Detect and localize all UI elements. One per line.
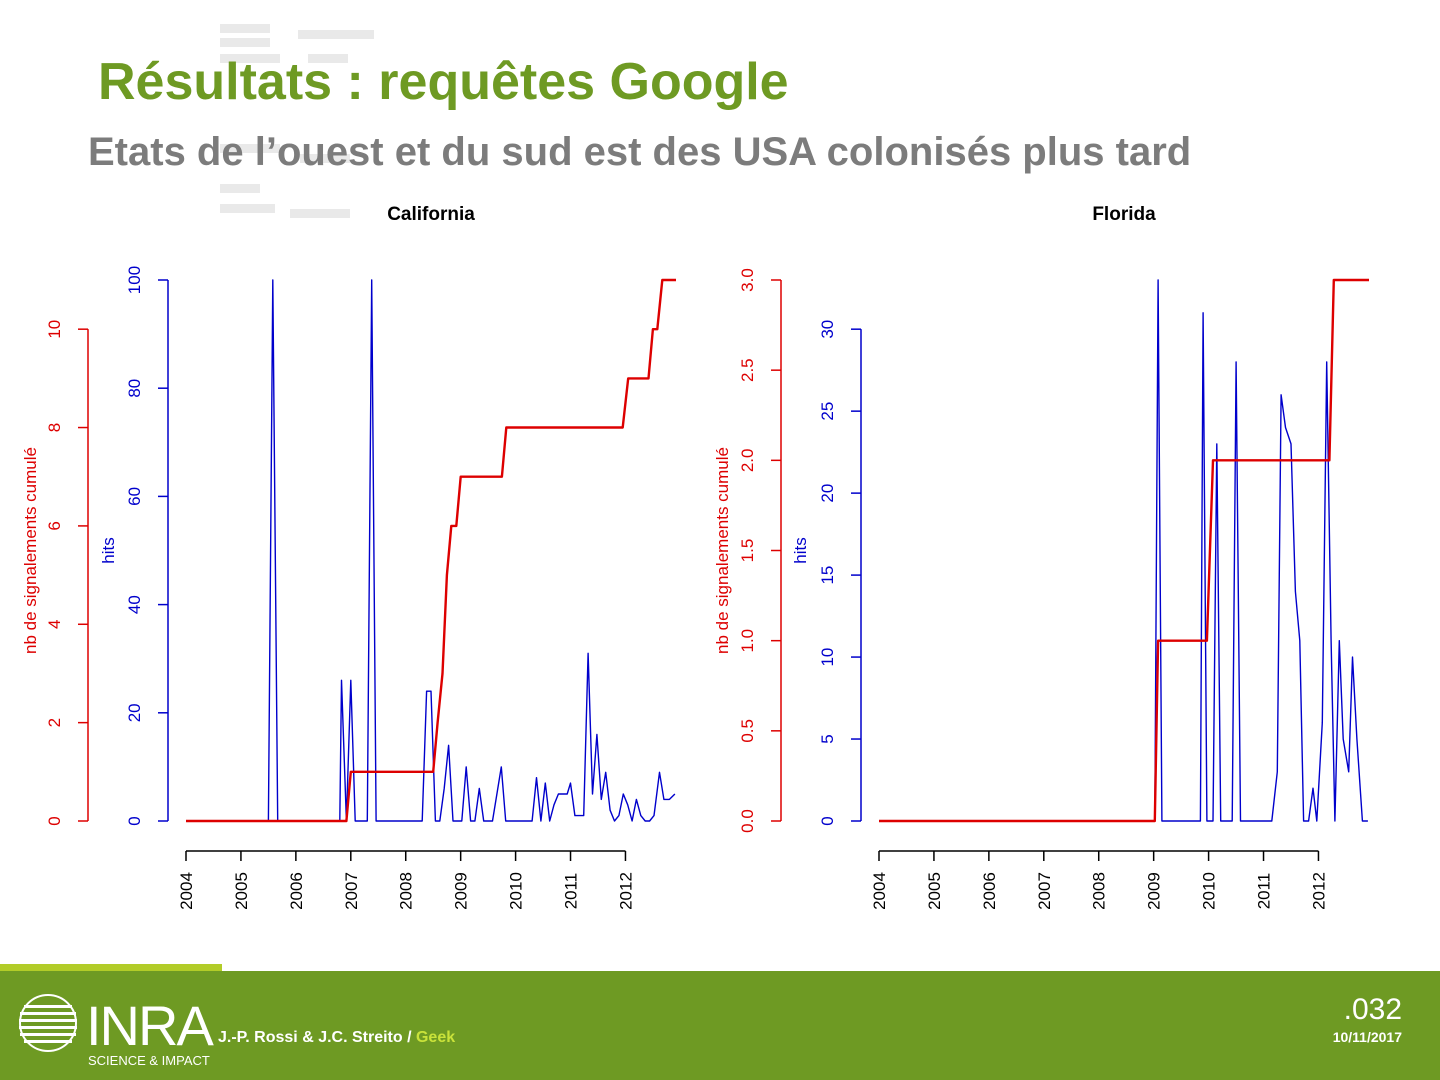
y-right-tick-label: 0 [818, 816, 837, 825]
x-tick-label: 2007 [342, 872, 361, 910]
author-tag: Geek [415, 1029, 456, 1046]
y-right-tick-label: 10 [818, 648, 837, 667]
series-line-cumul [879, 278, 1369, 823]
chart-florida: Florida 0.0 0.5 1.0 1.5 2.0 2.5 3.0 nb de signal… [713, 204, 1369, 910]
footer-accent-bar [0, 964, 222, 972]
y-left-axis-label: nb de signalements cumulé [21, 447, 40, 654]
y-left-tick-label: 2.5 [738, 358, 757, 382]
series-line-hits [879, 279, 1368, 822]
slide-title: Résultats : requêtes Google [98, 53, 789, 111]
y-right-tick-label: 20 [125, 703, 144, 722]
y-left-tick-label: 1.5 [738, 539, 757, 563]
x-tick-label: 2008 [397, 872, 416, 910]
y-right-tick-label: 5 [818, 734, 837, 743]
y-right-tick-label: 40 [125, 595, 144, 614]
chart-title: California [387, 204, 475, 225]
slide-date: 10/11/2017 [1332, 1029, 1402, 1045]
y-right-tick-label: 25 [818, 402, 837, 421]
chart-title: Florida [1092, 204, 1156, 225]
x-tick-label: 2009 [1145, 872, 1164, 910]
y-right-tick-label: 15 [818, 566, 837, 585]
inra-logo-icon [19, 994, 77, 1052]
logo-tagline: SCIENCE & IMPACT [88, 1053, 210, 1068]
y-right-tick-label: 20 [818, 484, 837, 503]
series-line-cumul [186, 278, 676, 823]
y-left-tick-label: 10 [45, 320, 64, 339]
y-right-axis-label: hits [99, 537, 118, 563]
y-left-tick-label: 2.0 [738, 449, 757, 473]
x-tick-label: 2004 [177, 872, 196, 910]
x-tick-label: 2007 [1035, 872, 1054, 910]
y-left-tick-label: 0.0 [738, 809, 757, 833]
y-left-tick-label: 4 [45, 620, 64, 629]
inra-logo: INRA SCIENCE & IMPACT [16, 993, 214, 1071]
y-left-tick-label: 0 [45, 816, 64, 825]
y-right-tick-label: 100 [125, 266, 144, 294]
footer-bar: INRA SCIENCE & IMPACT J.-P. Rossi & J.C.… [0, 971, 1440, 1080]
x-tick-label: 2006 [287, 872, 306, 910]
x-tick-label: 2010 [1200, 872, 1219, 910]
y-left-tick-label: 0.5 [738, 719, 757, 743]
x-tick-label: 2008 [1090, 872, 1109, 910]
y-left-tick-label: 6 [45, 521, 64, 530]
y-right-tick-label: 60 [125, 487, 144, 506]
chart-california: California 0 2 4 6 8 10 nb de signalements cumu… [21, 204, 676, 910]
series-line-hits [186, 279, 676, 822]
author-credit: J.-P. Rossi & J.C. Streito / Geek [218, 1029, 455, 1047]
x-tick-label: 2005 [925, 872, 944, 910]
decorative-stripes [220, 24, 390, 224]
y-right-axis-label: hits [791, 537, 810, 563]
y-left-axis-label: nb de signalements cumulé [713, 447, 732, 654]
author-names: J.-P. Rossi & J.C. Streito / [218, 1029, 416, 1046]
logo-wordmark: INRA [86, 994, 214, 1057]
slide-number: .032 [1343, 993, 1402, 1026]
x-tick-label: 2012 [1309, 872, 1328, 910]
y-left-tick-label: 3.0 [738, 268, 757, 292]
y-left-tick-label: 1.0 [738, 629, 757, 653]
y-left-tick-label: 8 [45, 423, 64, 432]
x-tick-label: 2004 [870, 872, 889, 910]
x-tick-label: 2006 [980, 872, 999, 910]
y-right-tick-label: 0 [125, 816, 144, 825]
x-tick-label: 2011 [1255, 873, 1274, 910]
x-tick-label: 2012 [616, 872, 635, 910]
x-tick-label: 2011 [562, 873, 581, 910]
x-tick-label: 2010 [507, 872, 526, 910]
x-tick-label: 2005 [232, 872, 251, 910]
x-tick-label: 2009 [452, 872, 471, 910]
y-right-tick-label: 30 [818, 320, 837, 339]
y-left-tick-label: 2 [45, 718, 64, 727]
y-right-tick-label: 80 [125, 379, 144, 398]
slide-subtitle: Etats de l’ouest et du sud est des USA c… [88, 130, 1192, 174]
